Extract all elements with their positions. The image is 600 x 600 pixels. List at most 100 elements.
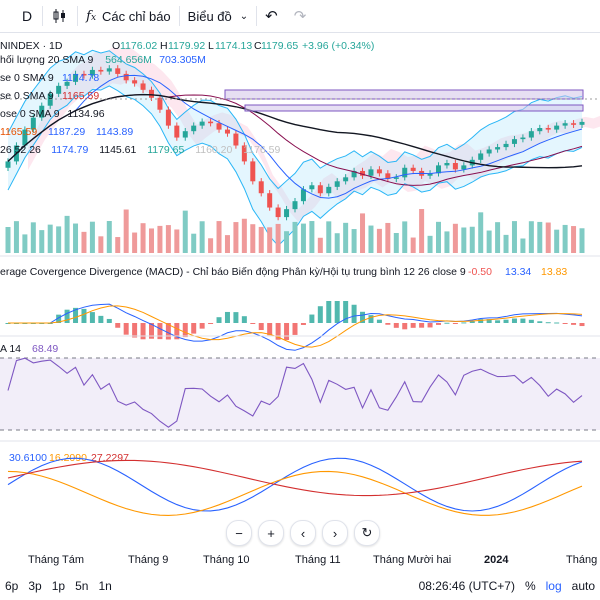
redo-button[interactable]: ↷ xyxy=(286,0,315,32)
macd-bar xyxy=(165,323,171,340)
volume-bar xyxy=(208,238,214,253)
macd-bar xyxy=(292,323,298,335)
separator xyxy=(42,6,44,26)
macd-histogram xyxy=(5,301,585,340)
candle-body xyxy=(267,193,273,208)
candle-body xyxy=(385,173,391,179)
volume-bar xyxy=(393,233,399,253)
cloud-area xyxy=(28,46,600,222)
range-1m[interactable]: 1p xyxy=(51,579,66,593)
volume-bar xyxy=(360,213,366,253)
volume-bar xyxy=(469,226,475,253)
macd-bar xyxy=(376,319,382,323)
candle-body xyxy=(402,167,408,178)
volume-bar xyxy=(56,226,62,253)
volume-bar xyxy=(106,221,112,253)
log-toggle[interactable]: log xyxy=(545,579,562,593)
dmi-pane: 30.6100 16.2090 27.2297 xyxy=(7,452,583,516)
candle-body xyxy=(571,123,577,125)
volume-bar xyxy=(250,224,256,253)
candle-body xyxy=(140,83,146,90)
candle-body xyxy=(250,161,256,182)
macd-bar xyxy=(537,321,543,323)
macd-bar xyxy=(419,323,425,328)
chevron-left-icon: ‹ xyxy=(300,525,306,541)
candles-icon[interactable] xyxy=(43,0,77,32)
volume-bar xyxy=(47,224,53,253)
macd-bar xyxy=(495,320,501,323)
volume-bar xyxy=(275,223,281,253)
macd-bar xyxy=(224,311,230,323)
macd-value-1: -0.50 xyxy=(468,266,492,278)
candle-body xyxy=(241,145,247,162)
volume-bars xyxy=(5,209,585,253)
volume-bar xyxy=(300,223,306,253)
candle-body xyxy=(56,85,62,94)
volume-bar xyxy=(537,221,543,253)
time-label: Tháng 9 xyxy=(128,554,168,566)
volume-bar xyxy=(73,223,79,253)
separator xyxy=(178,6,180,26)
time-axis[interactable]: Tháng Tám Tháng 9 Tháng 10 Tháng 11 Thán… xyxy=(0,548,600,570)
volume-bar xyxy=(385,222,391,253)
macd-bar xyxy=(503,319,509,323)
candle-body xyxy=(579,121,585,125)
legend-row-label: se 0 SMA 9 xyxy=(0,90,54,102)
zoom-out-button[interactable]: − xyxy=(226,520,252,546)
legend-row-label: 26 52 26 xyxy=(0,144,41,156)
indicators-button[interactable]: fx Các chỉ báo xyxy=(78,0,179,32)
range-5d[interactable]: 5n xyxy=(75,579,89,593)
range-6m[interactable]: 6p xyxy=(5,579,19,593)
scroll-left-button[interactable]: ‹ xyxy=(290,520,316,546)
ohlc-h-value: 1179.92 xyxy=(168,40,205,52)
interval-button[interactable]: D xyxy=(22,8,33,24)
macd-bar xyxy=(452,323,458,324)
zoom-in-button[interactable]: + xyxy=(258,520,284,546)
ohlc-o-label: O xyxy=(112,40,120,52)
macd-bar xyxy=(351,304,357,323)
volume-bar xyxy=(267,227,273,253)
candle-body xyxy=(436,165,441,174)
volume-bar xyxy=(5,227,11,253)
reset-chart-button[interactable]: ↻ xyxy=(354,520,380,546)
volume-bar xyxy=(22,234,28,253)
macd-bar xyxy=(385,323,391,325)
chart-area[interactable]: NINDEX · 1D O 1176.02 H 1179.92 L 1174.1… xyxy=(0,33,600,568)
macd-bar xyxy=(73,307,79,323)
candle-body xyxy=(30,117,36,130)
chart-type-button[interactable]: Biểu đồ ⌄ xyxy=(180,0,256,32)
macd-bar xyxy=(427,323,433,328)
macd-bar xyxy=(469,321,475,323)
candle-body xyxy=(115,68,121,74)
undo-button[interactable]: ↶ xyxy=(257,0,286,32)
macd-bar xyxy=(360,311,366,323)
percent-toggle[interactable]: % xyxy=(524,579,536,593)
candle-body xyxy=(106,68,112,72)
volume-bar xyxy=(224,235,230,253)
candle-body xyxy=(562,123,568,126)
range-1d[interactable]: 1n xyxy=(98,579,112,593)
candle-body xyxy=(275,207,281,218)
volume-bar xyxy=(241,218,247,253)
candle-body xyxy=(39,105,45,118)
chart-canvas[interactable]: NINDEX · 1D O 1176.02 H 1179.92 L 1174.1… xyxy=(0,33,600,568)
scroll-right-button[interactable]: › xyxy=(322,520,348,546)
macd-bar xyxy=(571,323,577,325)
candle-body xyxy=(427,173,433,176)
range-3m[interactable]: 3p xyxy=(28,579,42,593)
volume-bar xyxy=(30,222,36,253)
time-label: Tháng H xyxy=(566,554,600,566)
rsi-pane: A 14 68.49 xyxy=(0,343,600,431)
auto-toggle[interactable]: auto xyxy=(571,579,595,593)
macd-bar xyxy=(132,323,138,338)
candle-body xyxy=(343,177,349,182)
macd-bar xyxy=(98,315,104,323)
volume-bar xyxy=(39,230,45,253)
macd-bar xyxy=(106,318,112,323)
volume-bar xyxy=(165,225,171,253)
indicators-label: Các chỉ báo xyxy=(102,8,171,24)
volume-bar xyxy=(436,221,441,253)
legend-row-label: se 0 SMA 9 xyxy=(0,72,54,84)
candle-body xyxy=(157,97,163,110)
dmi-value-1: 30.6100 xyxy=(9,452,47,464)
